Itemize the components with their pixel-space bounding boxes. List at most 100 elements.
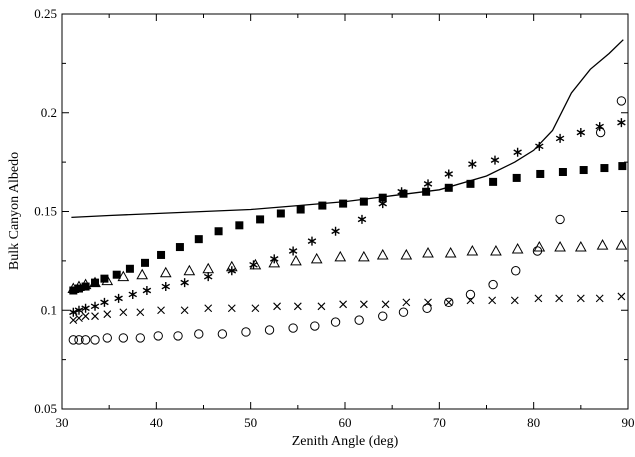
asterisk-point [535,141,544,151]
triangle-point [444,246,457,258]
y-tick-label: 0.05 [34,401,57,416]
square-point [276,209,285,218]
circle-point [68,335,79,345]
asterisk-point [74,305,84,315]
square-point [125,264,134,273]
x-point [136,308,145,317]
asterisk-point [288,246,298,256]
square-point [422,187,431,196]
x-point [402,298,411,307]
series-square [69,162,627,295]
square-point [91,278,100,287]
asterisk-point [423,179,433,189]
x-point [510,296,519,305]
circle-point [511,266,521,276]
square-point [399,189,408,198]
square-point [359,197,368,206]
asterisk-point [468,159,477,169]
x-tick-label: 40 [150,415,163,430]
triangle-point [615,239,628,250]
x-tick-label: 30 [56,415,69,430]
x-point [381,300,390,309]
x-point [617,292,626,301]
square-point [256,215,265,224]
square-point [157,250,166,259]
square-point [74,284,83,293]
x-point [81,312,90,321]
y-tick-label: 0.1 [41,302,57,317]
asterisk-point [161,282,171,292]
data-marks [67,39,628,345]
x-point [75,314,83,323]
x-point [595,294,604,303]
square-point [318,201,327,210]
x-point [576,294,585,303]
circle-point [488,279,498,290]
triangle-point [490,244,502,256]
asterisk-point [180,278,189,288]
x-point [444,298,453,307]
x-tick-label: 70 [433,415,446,430]
asterisk-point [203,272,213,282]
circle-point [135,333,145,343]
x-tick-label: 90 [622,415,635,430]
x-point [204,304,213,313]
square-point [444,183,453,192]
asterisk-point [513,147,522,157]
x-point [293,302,302,311]
circle-point [398,307,409,317]
x-point [180,306,189,315]
circle-point [194,329,204,339]
asterisk-point [444,169,454,179]
circle-point [90,335,100,345]
x-point [103,310,112,319]
square-point [579,166,588,175]
triangle-point [376,248,389,260]
x-point [534,294,543,303]
y-tick-label: 0.15 [34,204,57,219]
asterisk-point [490,155,500,165]
asterisk-point [307,236,317,246]
circle-point [532,246,543,256]
x-point [317,302,326,311]
square-point [194,235,203,244]
asterisk-point [81,303,90,313]
asterisk-point [357,214,367,224]
triangle-point [334,250,347,262]
axis-ticks [61,13,629,410]
triangle-point [358,250,370,262]
triangle-point [310,252,323,264]
series-line [71,39,624,219]
square-point [489,177,498,186]
x-point [119,308,128,317]
x-point [91,312,99,321]
square-point [378,193,387,202]
y-tick-label: 0.25 [34,6,57,21]
circle-point [217,329,228,339]
asterisk-point [555,133,565,143]
square-point [141,258,150,267]
asterisk-point [331,226,340,236]
asterisk-point [128,289,137,299]
x-tick-label: 60 [339,415,352,430]
square-point [512,173,521,182]
triangle-point [290,254,302,266]
circle-point [74,335,84,345]
circle-point [555,214,565,225]
y-axis-label: Bulk Canyon Albedo [7,152,22,270]
square-point [69,286,78,295]
asterisk-point [617,118,626,128]
triangle-point [596,239,609,250]
square-point [296,205,305,214]
asterisk-point [90,301,100,311]
square-point [466,179,475,188]
triangle-point [225,260,238,272]
square-point [558,168,567,176]
square-point [536,169,545,178]
asterisk-point [114,293,123,303]
asterisk-point [378,199,387,209]
asterisk-point [595,122,604,132]
triangle-point [511,242,524,254]
triangle-point [183,264,196,276]
